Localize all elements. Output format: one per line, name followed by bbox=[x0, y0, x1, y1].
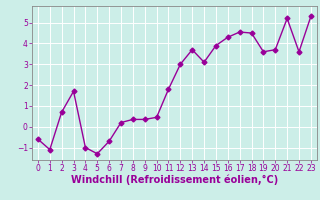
X-axis label: Windchill (Refroidissement éolien,°C): Windchill (Refroidissement éolien,°C) bbox=[71, 175, 278, 185]
